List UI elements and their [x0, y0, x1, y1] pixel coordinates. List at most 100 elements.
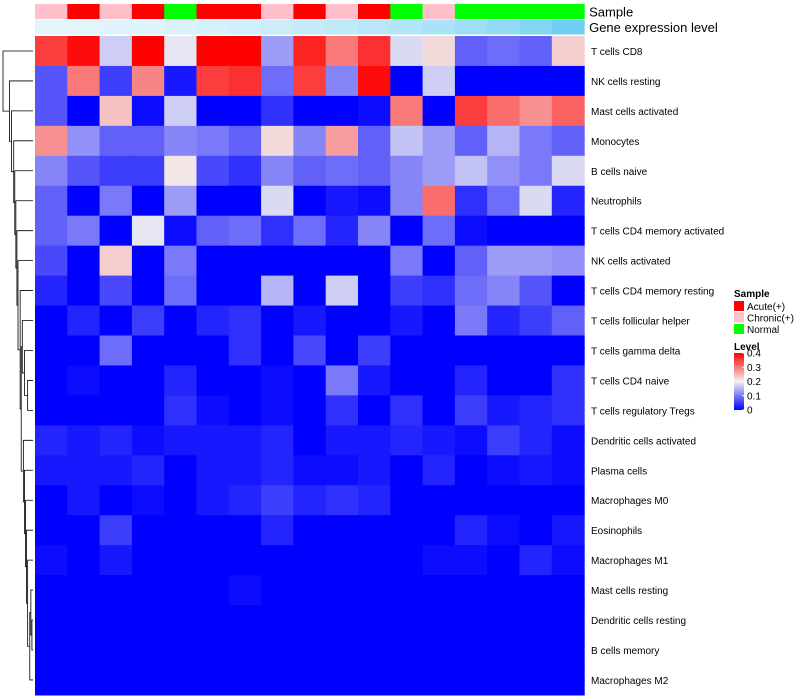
- heatmap-cell: [390, 664, 424, 696]
- heatmap-cell: [164, 65, 198, 97]
- gene-expression-annotation-cell: [487, 19, 521, 35]
- heatmap-cell: [487, 545, 521, 576]
- heatmap-cell: [358, 664, 391, 696]
- heatmap-cell: [164, 575, 198, 606]
- heatmap-cell: [196, 635, 230, 666]
- heatmap-cell: [325, 515, 359, 546]
- heatmap-cell: [67, 455, 101, 486]
- heatmap-cell: [519, 155, 553, 187]
- sample-annotation-cell: [551, 4, 585, 19]
- heatmap-cell: [551, 664, 585, 696]
- sample-annotation-cell: [164, 4, 198, 19]
- heatmap-cell: [487, 95, 521, 127]
- heatmap-cell: [325, 365, 359, 396]
- heatmap-cell: [293, 485, 327, 516]
- heatmap-cell: [293, 305, 327, 337]
- heatmap-cell: [131, 305, 165, 337]
- heatmap-cell: [164, 605, 198, 636]
- dendrogram-branch: [27, 380, 33, 411]
- sample-annotation-cell: [519, 4, 553, 19]
- heatmap-cell: [422, 65, 456, 97]
- heatmap-cell: [390, 575, 424, 606]
- row-labels: T cells CD8 NK cells resting Mast cells ac…: [591, 47, 724, 687]
- heatmap-cell: [99, 275, 133, 307]
- heatmap-cell: [390, 335, 424, 367]
- heatmap-cell: [35, 575, 68, 606]
- heatmap-cell: [487, 365, 521, 396]
- heatmap-cell: [131, 455, 165, 486]
- heatmap-cell: [519, 215, 553, 247]
- heatmap-cell: [261, 245, 294, 277]
- heatmap-cell: [131, 36, 165, 67]
- heatmap-cell: [35, 36, 68, 67]
- row-label: NK cells resting: [591, 77, 660, 88]
- heatmap-cell: [487, 335, 521, 367]
- row-label: B cells memory: [591, 646, 659, 657]
- gene-expression-annotation-label: Gene expression level: [589, 20, 718, 35]
- heatmap-cell: [228, 245, 262, 277]
- heatmap-cell: [261, 185, 294, 217]
- heatmap-cell: [228, 215, 262, 247]
- heatmap-cell: [293, 275, 327, 307]
- sample-annotation-cell: [196, 4, 230, 19]
- heatmap-cell: [228, 36, 262, 67]
- heatmap-cell: [67, 515, 101, 546]
- heatmap-cell: [325, 305, 359, 337]
- dendrogram-branch: [21, 320, 33, 374]
- row-label: Mast cells activated: [591, 107, 678, 118]
- sample-annotation-cell: [67, 4, 101, 19]
- heatmap-cell: [551, 155, 585, 187]
- heatmap-cell: [196, 335, 230, 367]
- heatmap-cell: [131, 215, 165, 247]
- heatmap-cell: [196, 455, 230, 486]
- heatmap-cell: [454, 455, 488, 486]
- row-label: Macrophages M2: [591, 676, 669, 687]
- heatmap-cell: [422, 245, 456, 277]
- heatmap-cell: [519, 95, 553, 127]
- heatmap-cell: [67, 95, 101, 127]
- heatmap-cell: [519, 545, 553, 576]
- heatmap-cell: [35, 215, 68, 247]
- row-label: T cells CD8: [591, 47, 643, 58]
- heatmap-cell: [422, 305, 456, 337]
- heatmap-cell: [293, 185, 327, 217]
- heatmap-cell: [131, 335, 165, 367]
- heatmap-cell: [358, 515, 391, 546]
- heatmap-cell: [390, 65, 424, 97]
- heatmap-cell: [519, 185, 553, 217]
- row-label: B cells naive: [591, 167, 648, 178]
- sample-annotation-cell: [390, 4, 424, 19]
- heatmap-cell: [519, 365, 553, 396]
- heatmap-cell: [164, 95, 198, 127]
- heatmap-cell: [390, 275, 424, 307]
- heatmap-cell: [228, 455, 262, 486]
- heatmap-cell: [99, 155, 133, 187]
- heatmap-cell: [164, 395, 198, 426]
- heatmap-cell: [293, 664, 327, 696]
- heatmap-cell: [67, 664, 101, 696]
- heatmap-cell: [67, 605, 101, 636]
- heatmap-cell: [487, 425, 521, 456]
- heatmap-cell: [261, 155, 294, 187]
- heatmap-cell: [487, 275, 521, 307]
- heatmap-cell: [196, 515, 230, 546]
- heatmap-cell: [325, 185, 359, 217]
- heatmap-cells: [35, 36, 585, 696]
- heatmap-cell: [551, 515, 585, 546]
- gene-expression-annotation-cell: [551, 19, 585, 35]
- heatmap-cell: [99, 455, 133, 486]
- row-label: Neutrophils: [591, 197, 642, 208]
- heatmap-cell: [131, 125, 165, 157]
- gene-expression-annotation-cell: [35, 19, 68, 35]
- heatmap-cell: [131, 155, 165, 187]
- heatmap-cell: [551, 425, 585, 456]
- heatmap-cell: [422, 215, 456, 247]
- heatmap-cell: [67, 65, 101, 97]
- heatmap-cell: [164, 155, 198, 187]
- heatmap-cell: [196, 395, 230, 426]
- heatmap-cell: [358, 155, 391, 187]
- heatmap-cell: [358, 605, 391, 636]
- heatmap-cell: [454, 515, 488, 546]
- heatmap-cell: [519, 335, 553, 367]
